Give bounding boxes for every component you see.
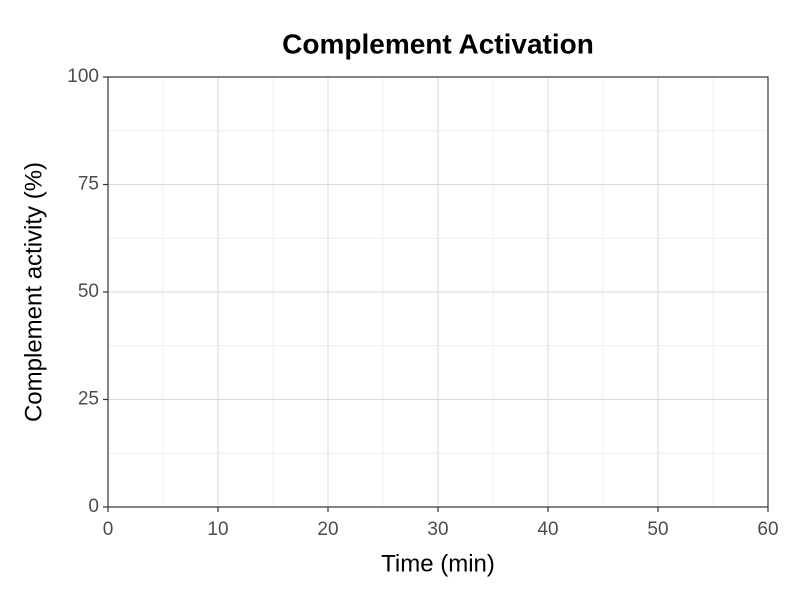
y-tick-label: 75 [78, 174, 99, 195]
x-tick-label: 60 [757, 519, 778, 540]
x-tick-label: 10 [207, 519, 228, 540]
x-axis-label: Time (min) [381, 550, 495, 577]
y-tick-label: 100 [67, 66, 99, 87]
x-tick-label: 50 [647, 519, 668, 540]
y-tick-label: 0 [88, 496, 99, 517]
x-tick-label: 30 [427, 519, 448, 540]
panel-border [107, 76, 769, 508]
x-tick-label: 20 [317, 519, 338, 540]
y-tick-label: 50 [78, 281, 99, 302]
x-tick-label: 40 [537, 519, 558, 540]
x-tick-label: 0 [103, 519, 114, 540]
y-tick-label: 25 [78, 389, 99, 410]
chart-title: Complement Activation [282, 28, 594, 59]
y-axis-label: Complement activity (%) [20, 162, 47, 422]
